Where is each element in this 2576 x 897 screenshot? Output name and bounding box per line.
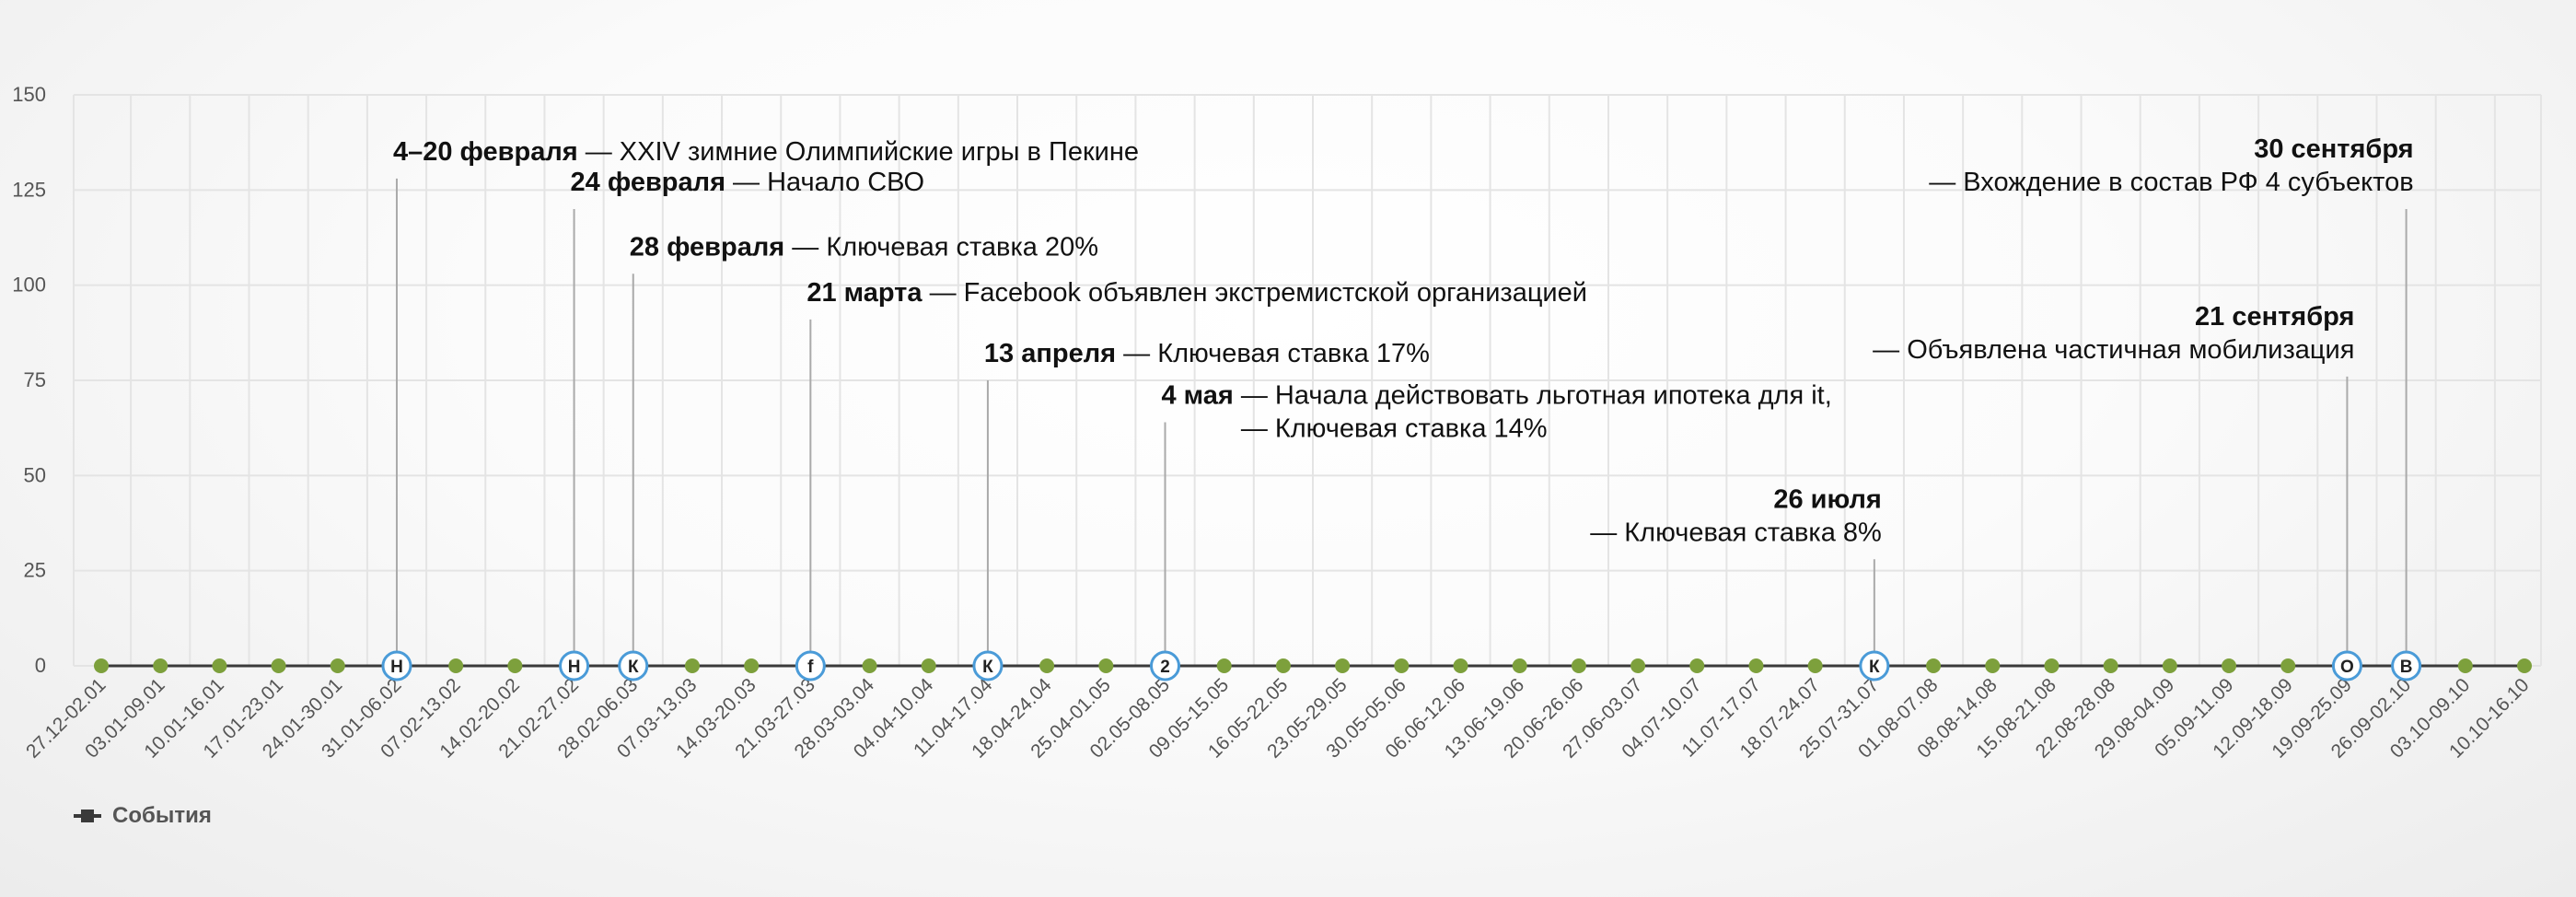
legend-swatch-icon bbox=[74, 809, 101, 823]
event-marker-letter: Н bbox=[568, 658, 581, 677]
event-marker bbox=[559, 650, 590, 681]
data-point bbox=[1453, 658, 1468, 673]
data-point bbox=[1689, 658, 1705, 673]
data-point bbox=[507, 658, 523, 673]
data-point bbox=[1335, 658, 1351, 673]
event-marker-letter: К bbox=[628, 658, 639, 677]
y-tick-label: 50 bbox=[24, 463, 46, 486]
data-point bbox=[2517, 658, 2532, 673]
data-point bbox=[330, 658, 345, 673]
event-annotation: 24 февраля — Начало СВО bbox=[571, 168, 925, 197]
data-point bbox=[2103, 658, 2118, 673]
event-description: — XXIV зимние Олимпийские игры в Пекине bbox=[578, 137, 1139, 167]
event-annotation: 4–20 февраля — XXIV зимние Олимпийские и… bbox=[393, 137, 1139, 167]
event-description: — Ключевая ставка 8% bbox=[1590, 518, 1882, 547]
data-point bbox=[862, 658, 877, 673]
event-marker bbox=[2331, 650, 2362, 681]
event-marker bbox=[972, 650, 1004, 681]
data-point bbox=[1394, 658, 1410, 673]
event-description: — Ключевая ставка 17% bbox=[1116, 339, 1430, 368]
event-annotation: 13 апреля — Ключевая ставка 17% bbox=[984, 339, 1430, 368]
data-point bbox=[2457, 658, 2473, 673]
data-point bbox=[1039, 658, 1055, 673]
event-marker-letter: К bbox=[982, 658, 993, 677]
data-point bbox=[271, 658, 286, 673]
event-marker bbox=[1859, 650, 1890, 681]
event-date: 21 сентября bbox=[2195, 302, 2354, 332]
data-point bbox=[1985, 658, 2001, 673]
event-marker bbox=[2391, 650, 2422, 681]
event-date: 13 апреля bbox=[984, 339, 1116, 368]
data-point bbox=[1512, 658, 1527, 673]
event-marker-letter: В bbox=[2400, 658, 2413, 677]
data-point bbox=[448, 658, 464, 673]
data-point bbox=[212, 658, 227, 673]
event-description: — Facebook объявлен экстремистской орган… bbox=[922, 278, 1587, 308]
event-annotation: 28 февраля — Ключевая ставка 20% bbox=[630, 232, 1098, 262]
event-date: 4 мая bbox=[1162, 380, 1234, 410]
y-tick-label: 125 bbox=[12, 178, 46, 201]
event-marker-letter: К bbox=[1869, 658, 1880, 677]
event-marker bbox=[381, 650, 412, 681]
event-marker bbox=[795, 650, 826, 681]
data-point bbox=[2162, 658, 2177, 673]
data-point bbox=[2280, 658, 2296, 673]
y-tick-label: 0 bbox=[35, 654, 46, 677]
y-tick-label: 150 bbox=[12, 83, 46, 106]
event-annotation: 4 мая — Начала действовать льготная ипот… bbox=[1162, 380, 1832, 410]
event-description: — Начала действовать льготная ипотека дл… bbox=[1234, 380, 1832, 410]
data-point bbox=[153, 658, 168, 673]
event-marker bbox=[1150, 650, 1181, 681]
event-marker bbox=[618, 650, 649, 681]
data-point bbox=[1630, 658, 1646, 673]
event-date: 28 февраля bbox=[630, 232, 784, 262]
event-description: — Объявлена частичная мобилизация bbox=[1873, 335, 2354, 365]
event-date: 24 февраля bbox=[571, 168, 725, 197]
event-date: 21 марта bbox=[806, 278, 922, 308]
event-annotation: 21 марта — Facebook объявлен экстремистс… bbox=[806, 278, 1587, 308]
event-date: 30 сентября bbox=[2254, 134, 2413, 164]
data-point bbox=[1098, 658, 1114, 673]
data-point bbox=[1748, 658, 1764, 673]
data-point bbox=[1216, 658, 1232, 673]
x-axis-ticks: 27.12-02.0103.01-09.0110.01-16.0117.01-2… bbox=[22, 674, 2534, 763]
event-description: — Вхождение в состав РФ 4 субъектов bbox=[1929, 168, 2413, 197]
y-tick-label: 100 bbox=[12, 274, 46, 297]
y-axis-ticks: 0 25 50 75 100 125 150 bbox=[12, 83, 46, 677]
data-point bbox=[1926, 658, 1942, 673]
event-description-line: — Ключевая ставка 14% bbox=[1241, 414, 1548, 443]
data-point bbox=[2222, 658, 2237, 673]
data-point bbox=[1571, 658, 1586, 673]
event-marker-letter: f bbox=[807, 658, 814, 677]
data-points bbox=[94, 658, 2532, 673]
event-connectors bbox=[395, 178, 2408, 651]
data-point bbox=[1807, 658, 1823, 673]
y-tick-label: 25 bbox=[24, 559, 46, 582]
data-point bbox=[744, 658, 760, 673]
event-marker-letter: Н bbox=[390, 658, 403, 677]
event-date: 4–20 февраля bbox=[393, 137, 578, 167]
data-point bbox=[2044, 658, 2060, 673]
grid bbox=[73, 94, 2542, 667]
event-annotations: 4–20 февраля — XXIV зимние Олимпийские и… bbox=[393, 134, 2414, 547]
data-point bbox=[921, 658, 936, 673]
event-marker-letter: О bbox=[2340, 658, 2354, 677]
y-tick-label: 75 bbox=[24, 368, 46, 391]
data-point bbox=[1275, 658, 1291, 673]
event-date: 26 июля bbox=[1773, 484, 1882, 514]
data-point bbox=[684, 658, 700, 673]
data-point bbox=[94, 658, 109, 673]
legend-label: События bbox=[112, 803, 212, 828]
event-description: — Начало СВО bbox=[725, 168, 924, 197]
event-marker-letter: 2 bbox=[1160, 658, 1170, 677]
event-description: — Ключевая ставка 20% bbox=[784, 232, 1098, 262]
legend[interactable]: События bbox=[74, 803, 212, 829]
